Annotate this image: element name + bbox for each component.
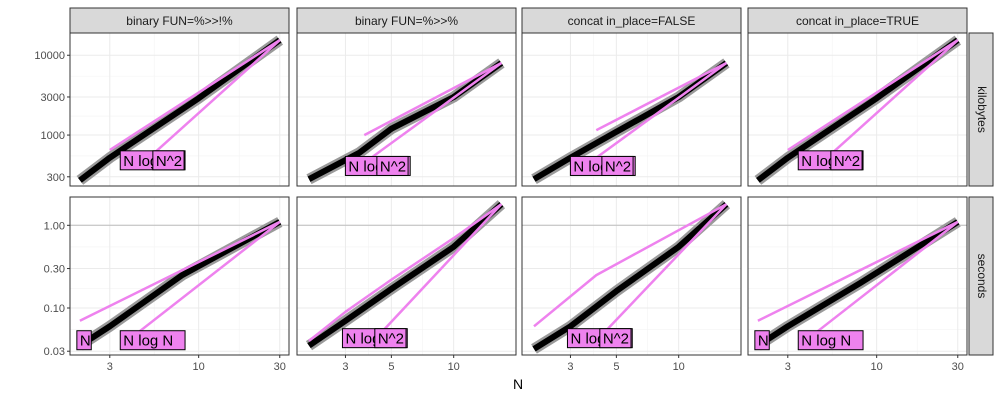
reference-line-nlogn	[787, 39, 959, 152]
x-tick-label: 10	[193, 361, 205, 373]
direct-label-box	[152, 150, 185, 171]
direct-label-box	[376, 155, 409, 176]
y-tick-label: 1000	[41, 130, 65, 142]
reference-line-nlogn	[533, 203, 727, 328]
y-tick-label: 10000	[34, 50, 65, 62]
panel-border	[747, 196, 968, 356]
panel-border	[296, 32, 517, 187]
reference-line-nlogn	[363, 61, 502, 137]
x-tick-label: 30	[952, 361, 964, 373]
facet-strip-col-1	[296, 7, 517, 34]
facet-strip-label-col-3: concat in_place=TRUE	[796, 14, 919, 28]
direct-label-box	[830, 150, 863, 171]
x-tick-label: 10	[673, 361, 685, 373]
direct-label: N	[758, 333, 769, 350]
panel-border	[69, 32, 290, 187]
direct-label-box	[754, 330, 770, 351]
reference-line-n2	[824, 39, 959, 161]
direct-label-box	[76, 330, 92, 351]
facet-strip-label-row-1: seconds	[975, 254, 989, 299]
y-tick-label: 0.10	[44, 303, 65, 315]
panel-kilobytes-2: N log NN^2	[521, 32, 742, 187]
measurement-line	[78, 37, 282, 183]
reference-line-nlogn	[308, 203, 503, 342]
y-tick-label: 300	[47, 172, 65, 184]
direct-label-box	[797, 330, 864, 351]
measurement-line	[756, 37, 960, 183]
direct-label-box	[119, 330, 186, 351]
facet-strip-label-col-1: binary FUN=%>>%	[355, 14, 458, 28]
direct-label-box	[599, 328, 632, 349]
measurement-line	[532, 201, 729, 352]
direct-label: N^2	[156, 153, 182, 170]
direct-label: N^2	[603, 331, 629, 348]
reference-line-nlogn	[109, 39, 281, 152]
panel-kilobytes-1: N log NN^2	[296, 32, 517, 187]
panel-seconds-1: N log NN^2	[296, 196, 517, 356]
x-tick-label: 10	[871, 361, 883, 373]
measurement-line	[78, 219, 282, 349]
facet-strip-row-0	[968, 32, 994, 187]
facet-strip-row-1	[968, 196, 994, 356]
facet-strip-col-0	[69, 7, 290, 34]
direct-label-box	[374, 328, 407, 349]
x-tick-label: 5	[388, 361, 394, 373]
y-tick-label: 3000	[41, 92, 65, 104]
panel-border	[296, 196, 517, 356]
reference-line-n2	[120, 220, 281, 347]
panel-kilobytes-3: N log NN^2	[747, 32, 968, 187]
panel-border	[521, 196, 742, 356]
reference-line-nlogn	[79, 220, 281, 322]
reference-line-n2	[370, 61, 503, 159]
facet-strip-label-col-2: concat in_place=FALSE	[568, 14, 696, 28]
measurement-line	[756, 219, 960, 349]
direct-label: N^2	[380, 158, 406, 175]
facet-strip-label-col-0: binary FUN=%>>!%	[126, 14, 233, 28]
direct-label: N^2	[378, 331, 404, 348]
direct-label: N log N	[123, 333, 173, 350]
direct-label: N	[80, 333, 91, 350]
reference-line-n2	[372, 203, 503, 342]
reference-line-nlogn	[595, 61, 727, 132]
y-tick-label: 0.30	[44, 264, 65, 276]
x-tick-label: 30	[274, 361, 286, 373]
reference-line-n2	[146, 39, 281, 161]
direct-label: N^2	[605, 158, 631, 175]
x-axis-title: N	[513, 376, 523, 392]
direct-label-box	[601, 155, 634, 176]
reference-line-nlogn	[757, 220, 959, 322]
panel-kilobytes-0: N log NN^2	[69, 32, 290, 187]
direct-label: N^2	[834, 153, 860, 170]
x-tick-label: 3	[342, 361, 348, 373]
x-tick-label: 10	[448, 361, 460, 373]
reference-line-n2	[595, 203, 728, 342]
panel-seconds-3: N N log N	[747, 196, 968, 356]
y-tick-label: 0.03	[44, 346, 65, 358]
x-tick-label: 3	[107, 361, 113, 373]
reference-line-n2	[798, 220, 959, 347]
panel-border	[747, 32, 968, 187]
reference-line-n2	[595, 61, 728, 159]
facet-strip-col-3	[747, 7, 968, 34]
measurement-line	[307, 201, 504, 349]
panel-seconds-2: N log NN^2	[521, 196, 742, 356]
direct-label: N log N	[801, 333, 851, 350]
facet-strip-label-row-0: kilobytes	[975, 86, 989, 133]
panel-seconds-0: N N log N	[69, 196, 290, 356]
x-tick-label: 5	[613, 361, 619, 373]
x-tick-label: 3	[567, 361, 573, 373]
panel-border	[69, 196, 290, 356]
x-tick-label: 3	[785, 361, 791, 373]
panel-border	[521, 32, 742, 187]
y-tick-label: 1.00	[44, 220, 65, 232]
